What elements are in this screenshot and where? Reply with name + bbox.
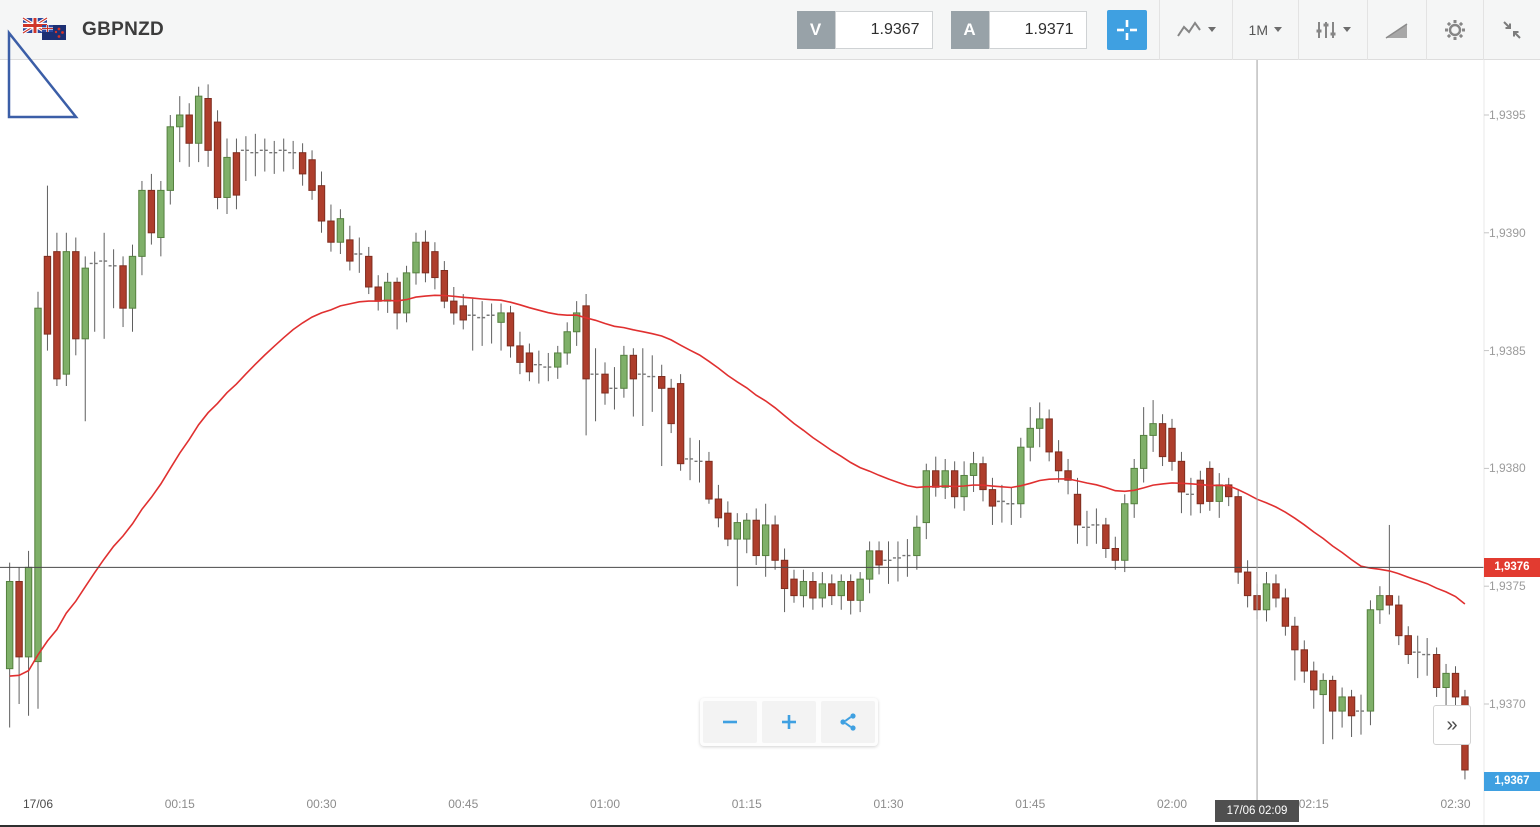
indicators-button[interactable] xyxy=(1299,0,1367,60)
zoom-controls xyxy=(700,698,878,746)
gear-icon xyxy=(1445,19,1465,40)
chevron-down-icon xyxy=(1274,27,1282,32)
chart-area[interactable]: 1,9395 1,9390 1,9385 1,9380 1,9375 1,9370 17/… xyxy=(0,60,1540,827)
toolbar-divider xyxy=(1231,0,1233,60)
price-tick-label: 1,9390 xyxy=(1489,225,1526,240)
expand-panel-button[interactable]: » xyxy=(1433,705,1471,745)
settings-button[interactable] xyxy=(1427,0,1483,60)
crosshair-time-tooltip: 17/06 02:09 xyxy=(1215,800,1300,822)
minus-icon xyxy=(723,720,737,724)
current-price-badge: 1,9376 xyxy=(1484,557,1540,577)
time-tick-label: 01:30 xyxy=(873,797,904,811)
toolbar-divider xyxy=(1158,0,1160,60)
time-tick-label: 00:15 xyxy=(164,797,195,811)
nz-flag-icon xyxy=(42,24,66,40)
toolbar-divider xyxy=(1367,0,1368,60)
crosshair-icon xyxy=(1116,19,1137,40)
zoom-in-button[interactable] xyxy=(762,701,816,743)
collapse-arrows-icon xyxy=(1503,20,1521,39)
instrument-symbol: GBPNZD xyxy=(82,18,165,40)
zoom-out-button[interactable] xyxy=(703,701,757,743)
gbp-nzd-flags-icon xyxy=(22,16,66,40)
chevron-down-icon xyxy=(1207,27,1216,32)
candles-layer xyxy=(5,84,1469,780)
time-tick-label: 01:00 xyxy=(589,797,621,811)
chevron-down-icon xyxy=(1343,27,1351,32)
time-tick-label: 02:30 xyxy=(1440,797,1471,811)
toolbar-divider xyxy=(1298,0,1299,60)
chart-toolbar: GBPNZD V 1.9367 A 1.9371 xyxy=(0,0,1540,60)
plus-icon xyxy=(782,715,796,729)
price-tick-label: 1,9385 xyxy=(1489,343,1526,358)
chart-type-button[interactable] xyxy=(1160,0,1232,60)
sell-price-box[interactable]: 1.9367 xyxy=(834,10,933,49)
price-tick-label: 1,9395 xyxy=(1489,108,1526,122)
drawings-button[interactable] xyxy=(1368,0,1426,60)
bid-price-badge: 1,9367 xyxy=(1484,772,1540,792)
time-tick-label: 00:30 xyxy=(306,797,337,811)
line-chart-icon xyxy=(1176,20,1201,37)
toolbar-divider xyxy=(1483,0,1484,60)
indicator-sliders-icon xyxy=(1316,21,1336,38)
price-tick-label: 1,9380 xyxy=(1489,461,1526,476)
time-tick-label: 01:45 xyxy=(1015,797,1046,811)
buy-button[interactable]: A xyxy=(950,10,989,49)
window-bottom-edge xyxy=(0,825,1540,827)
trend-ramp-icon xyxy=(1385,22,1408,39)
price-tick-label: 1,9370 xyxy=(1489,696,1526,711)
timeframe-button[interactable]: 1M xyxy=(1233,0,1298,60)
sell-button[interactable]: V xyxy=(796,10,835,49)
price-tick-label: 1,9375 xyxy=(1489,579,1526,594)
moving-average-line xyxy=(9,294,1466,677)
time-tick-label: 17/06 xyxy=(22,797,54,811)
collapse-chart-button[interactable] xyxy=(1484,0,1540,60)
crosshair-tool-button[interactable] xyxy=(1106,9,1147,50)
sell-quote-widget: V 1.9367 xyxy=(796,10,933,49)
instrument-header: GBPNZD xyxy=(0,0,164,60)
time-tick-label: 02:15 xyxy=(1298,797,1329,811)
timeframe-label: 1M xyxy=(1248,21,1268,38)
time-tick-label: 00:45 xyxy=(448,797,479,811)
toolbar-controls: V 1.9367 A 1.9371 xyxy=(796,0,1540,60)
toolbar-divider xyxy=(1426,0,1427,60)
share-icon xyxy=(840,713,856,731)
time-tick-label: 02:00 xyxy=(1156,797,1188,811)
buy-price-box[interactable]: 1.9371 xyxy=(988,10,1087,49)
time-tick-label: 01:15 xyxy=(731,797,762,811)
share-button[interactable] xyxy=(821,701,875,743)
buy-quote-widget: A 1.9371 xyxy=(950,10,1087,49)
